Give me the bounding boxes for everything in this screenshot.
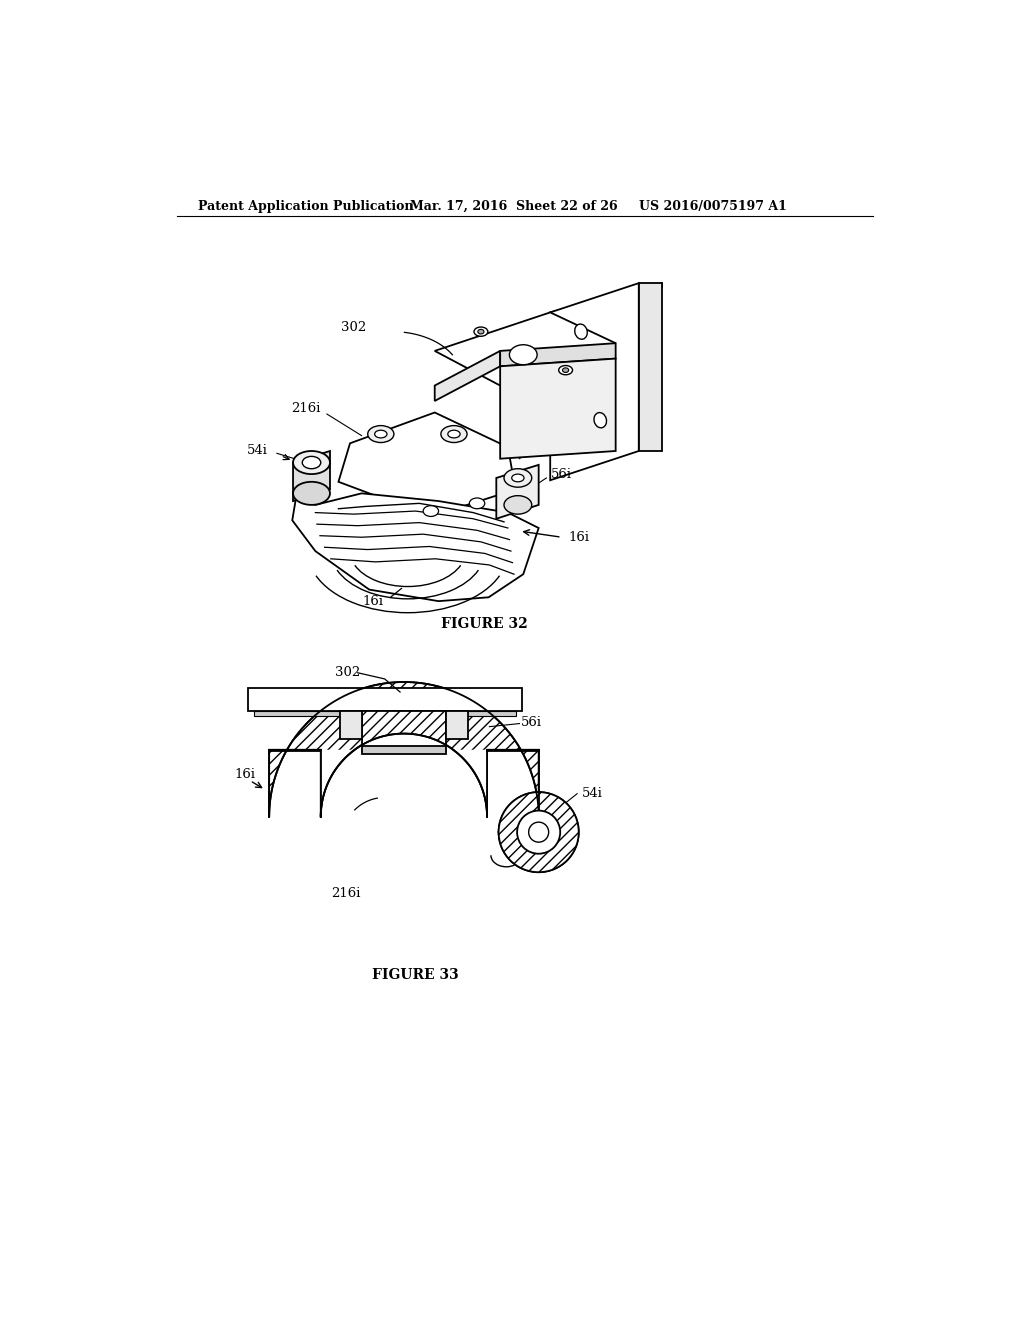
Text: 216i: 216i [292, 403, 321, 416]
Polygon shape [550, 284, 662, 317]
Ellipse shape [509, 345, 538, 364]
Ellipse shape [293, 451, 330, 474]
Polygon shape [269, 682, 539, 817]
Text: 56i: 56i [551, 467, 572, 480]
Text: 216i: 216i [332, 887, 360, 900]
Polygon shape [269, 750, 321, 751]
Ellipse shape [504, 469, 531, 487]
Ellipse shape [504, 496, 531, 515]
Polygon shape [500, 343, 615, 367]
Text: 302: 302 [335, 667, 360, 680]
Polygon shape [254, 711, 515, 715]
Ellipse shape [293, 482, 330, 506]
Ellipse shape [562, 368, 568, 372]
Polygon shape [639, 284, 662, 451]
Text: 56i: 56i [520, 717, 542, 730]
Text: 16i: 16i [234, 768, 255, 781]
Polygon shape [340, 711, 361, 739]
Ellipse shape [441, 425, 467, 442]
Ellipse shape [469, 498, 484, 508]
Ellipse shape [368, 425, 394, 442]
Ellipse shape [375, 430, 387, 438]
Ellipse shape [478, 330, 484, 334]
Text: 16i: 16i [568, 531, 589, 544]
Ellipse shape [423, 506, 438, 516]
Text: 54i: 54i [247, 445, 268, 458]
Polygon shape [435, 351, 500, 401]
Polygon shape [293, 451, 330, 502]
Ellipse shape [559, 366, 572, 375]
Polygon shape [497, 465, 539, 519]
Polygon shape [321, 734, 487, 817]
Ellipse shape [512, 474, 524, 482]
Text: 216i: 216i [544, 433, 573, 446]
Text: 54i: 54i [582, 787, 603, 800]
Text: FIGURE 33: FIGURE 33 [372, 968, 459, 982]
Text: 16i: 16i [362, 594, 384, 607]
Polygon shape [361, 711, 446, 751]
Text: 302: 302 [341, 321, 367, 334]
Text: FIGURE 32: FIGURE 32 [441, 618, 528, 631]
Ellipse shape [574, 323, 588, 339]
Text: Mar. 17, 2016  Sheet 22 of 26: Mar. 17, 2016 Sheet 22 of 26 [410, 199, 617, 213]
Circle shape [528, 822, 549, 842]
Polygon shape [487, 750, 539, 751]
Ellipse shape [447, 430, 460, 438]
Polygon shape [550, 284, 639, 480]
Polygon shape [292, 494, 539, 601]
Circle shape [499, 792, 579, 873]
Polygon shape [248, 688, 521, 711]
Ellipse shape [499, 792, 579, 873]
Ellipse shape [594, 413, 606, 428]
Circle shape [517, 810, 560, 854]
Text: Patent Application Publication: Patent Application Publication [199, 199, 414, 213]
Polygon shape [339, 412, 515, 516]
Polygon shape [435, 313, 615, 385]
Polygon shape [500, 359, 615, 459]
Polygon shape [361, 746, 446, 754]
Text: US 2016/0075197 A1: US 2016/0075197 A1 [639, 199, 786, 213]
Ellipse shape [474, 327, 487, 337]
Polygon shape [446, 711, 468, 739]
Ellipse shape [302, 457, 321, 469]
